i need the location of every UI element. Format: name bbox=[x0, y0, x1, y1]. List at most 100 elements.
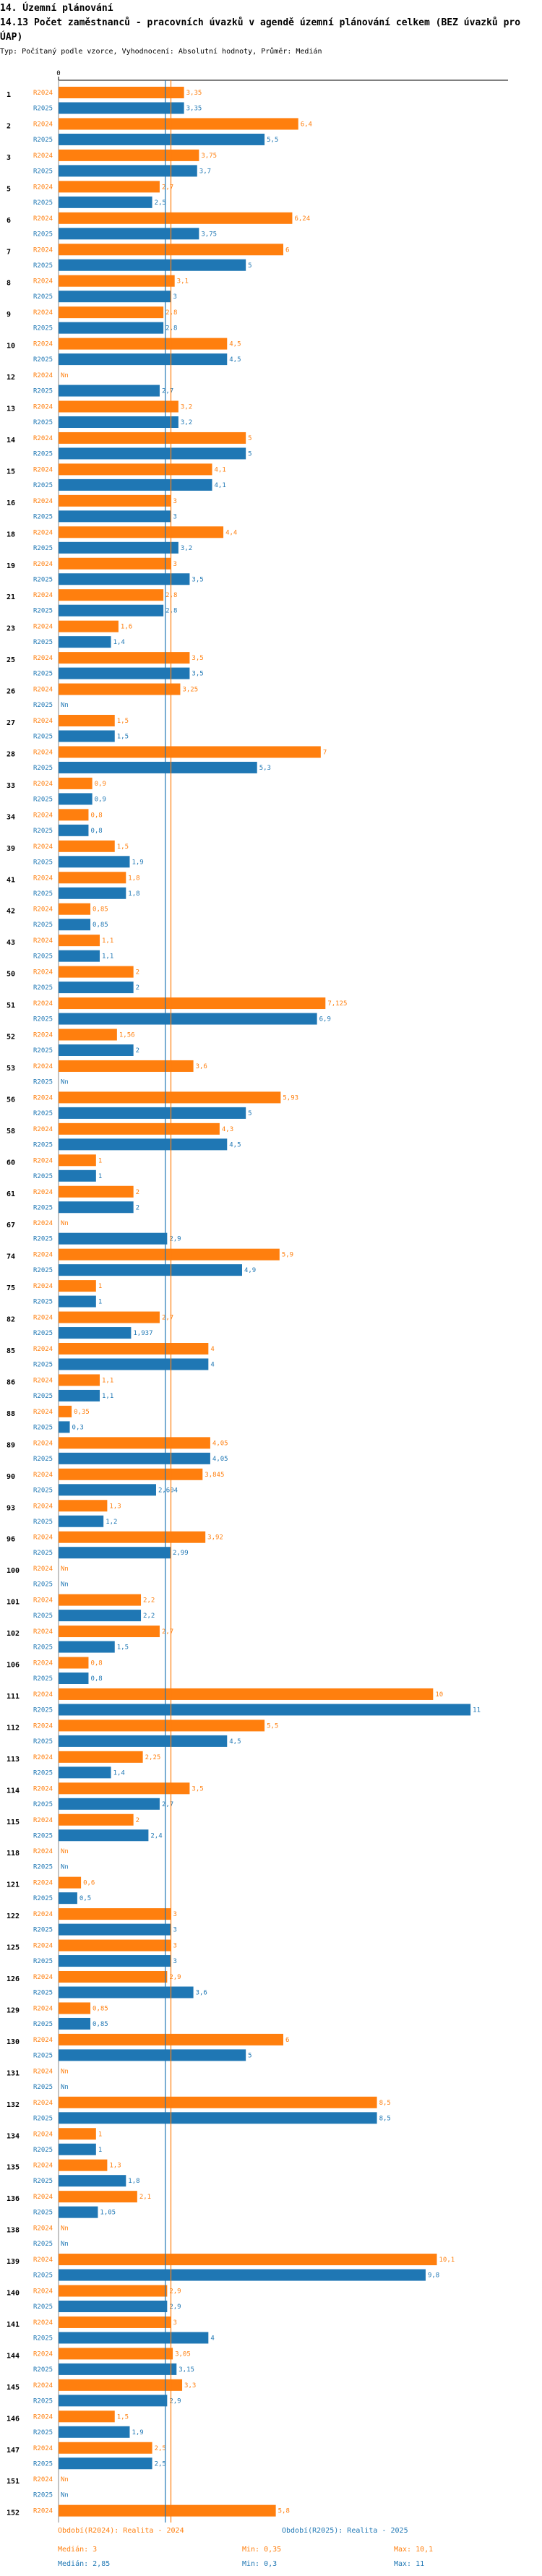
bar-r2025 bbox=[59, 2017, 91, 2030]
category-label: 122 bbox=[7, 1912, 20, 1920]
data-label-r2024: 3,05 bbox=[175, 2350, 191, 2358]
data-label-r2025: 4,5 bbox=[229, 1738, 241, 1746]
bar-r2025 bbox=[59, 447, 246, 460]
series-label-r2024: R2024 bbox=[33, 404, 53, 411]
data-label-r2024: 2,7 bbox=[162, 184, 173, 191]
data-label-r2024: 5 bbox=[248, 435, 251, 442]
bar-r2024 bbox=[59, 1782, 190, 1795]
series-label-r2025: R2025 bbox=[33, 168, 53, 175]
series-label-r2025: R2025 bbox=[33, 2366, 53, 2374]
category-label: 74 bbox=[7, 1253, 15, 1261]
bar-r2024 bbox=[59, 1939, 171, 1952]
data-label-r2025: 0,8 bbox=[90, 1675, 102, 1683]
data-label-r2025: 0,85 bbox=[93, 2021, 108, 2028]
data-label-r2024: 10,1 bbox=[439, 2257, 455, 2264]
series-label-r2025: R2025 bbox=[33, 576, 53, 583]
series-label-r2024: R2024 bbox=[33, 184, 53, 191]
bar-r2024 bbox=[59, 589, 164, 601]
data-label-r2025: 1,5 bbox=[117, 734, 129, 741]
series-label-r2024: R2024 bbox=[33, 1817, 53, 1824]
series-label-r2025: R2025 bbox=[33, 1581, 53, 1589]
bar-r2025 bbox=[59, 1641, 115, 1653]
bar-r2025 bbox=[59, 291, 171, 303]
bar-r2024 bbox=[59, 1500, 108, 1512]
series-label-r2024: R2024 bbox=[33, 812, 53, 819]
legend-period-2024: Období(R2024): Realita - 2024 bbox=[58, 2527, 184, 2535]
series-label-r2025: R2025 bbox=[33, 2304, 53, 2311]
category-label: 6 bbox=[7, 217, 11, 225]
series-label-r2024: R2024 bbox=[33, 2350, 53, 2358]
series-label-r2024: R2024 bbox=[33, 435, 53, 442]
series-label-r2025: R2025 bbox=[33, 2241, 53, 2248]
series-label-r2024: R2024 bbox=[33, 1094, 53, 1102]
series-label-r2025: R2025 bbox=[33, 2492, 53, 2499]
data-label-r2025: 5 bbox=[248, 450, 251, 458]
data-label-r2024: 5,5 bbox=[267, 1722, 278, 1730]
series-label-r2024: R2024 bbox=[33, 687, 53, 694]
bar-r2025 bbox=[59, 1295, 96, 1308]
bar-r2025 bbox=[59, 730, 115, 742]
bar-r2025 bbox=[59, 2363, 177, 2375]
series-label-r2025: R2025 bbox=[33, 639, 53, 646]
data-label-r2024: 6 bbox=[285, 246, 289, 254]
data-label-r2025: 2,9 bbox=[169, 2397, 181, 2405]
bar-r2025 bbox=[59, 2332, 209, 2344]
data-label-r2025: 1,1 bbox=[102, 1393, 113, 1400]
series-label-r2024: R2024 bbox=[33, 624, 53, 631]
category-label: 19 bbox=[7, 562, 15, 570]
category-label: 51 bbox=[7, 1002, 15, 1010]
data-label-r2025: 9,8 bbox=[428, 2272, 439, 2280]
category-label: 111 bbox=[7, 1693, 20, 1701]
category-label: 1 bbox=[7, 91, 11, 99]
series-label-r2025: R2025 bbox=[33, 482, 53, 489]
data-label-r2024: 3 bbox=[173, 1943, 177, 1950]
bar-r2024 bbox=[59, 935, 100, 947]
data-label-r2024: 4 bbox=[210, 1346, 214, 1353]
bar-r2025 bbox=[59, 385, 160, 397]
data-label-r2024: 3,75 bbox=[201, 153, 217, 160]
bar-r2025 bbox=[59, 259, 246, 271]
series-label-r2024: R2024 bbox=[33, 2382, 53, 2390]
category-label: 52 bbox=[7, 1034, 15, 1042]
data-label-r2025: 5 bbox=[248, 1110, 251, 1117]
series-label-r2025: R2025 bbox=[33, 137, 53, 144]
series-label-r2025: R2025 bbox=[33, 1141, 53, 1149]
category-label: 85 bbox=[7, 1347, 15, 1355]
bar-r2024 bbox=[59, 1060, 194, 1072]
bar-r2024 bbox=[59, 2254, 437, 2266]
series-label-r2025: R2025 bbox=[33, 450, 53, 458]
series-label-r2024: R2024 bbox=[33, 2100, 53, 2107]
series-label-r2025: R2025 bbox=[33, 922, 53, 929]
bar-r2025 bbox=[59, 2395, 168, 2407]
series-label-r2024: R2024 bbox=[33, 153, 53, 160]
data-label-r2025: 3,2 bbox=[181, 545, 192, 552]
category-label: 101 bbox=[7, 1599, 20, 1607]
data-label-r2025: 3,5 bbox=[192, 671, 203, 678]
series-label-r2024: R2024 bbox=[33, 1628, 53, 1636]
category-label: 15 bbox=[7, 468, 15, 476]
series-label-r2024: R2024 bbox=[33, 1252, 53, 1259]
data-label-r2025: 4,1 bbox=[215, 482, 226, 489]
series-label-r2025: R2025 bbox=[33, 1330, 53, 1337]
bar-r2025 bbox=[59, 1389, 100, 1401]
bar-r2025 bbox=[59, 1484, 156, 1496]
bar-r2025 bbox=[59, 1013, 317, 1025]
category-label: 90 bbox=[7, 1473, 15, 1481]
data-label-r2024: 8,5 bbox=[379, 2100, 391, 2107]
data-label-r2024: 2,5 bbox=[155, 2445, 166, 2452]
category-label: 21 bbox=[7, 593, 15, 601]
data-label-r2024: 3,6 bbox=[196, 1063, 207, 1070]
bar-r2025 bbox=[59, 133, 265, 145]
category-label: 9 bbox=[7, 311, 11, 319]
bar-r2025 bbox=[59, 478, 212, 491]
series-label-r2025: R2025 bbox=[33, 1706, 53, 1714]
bar-r2024 bbox=[59, 652, 190, 664]
data-label-r2024: 1 bbox=[98, 2131, 102, 2138]
series-label-r2024: R2024 bbox=[33, 1566, 53, 1573]
series-label-r2025: R2025 bbox=[33, 1990, 53, 1997]
data-label-r2025: Nn bbox=[61, 702, 69, 709]
data-label-r2024: 2,9 bbox=[169, 2288, 181, 2296]
series-label-r2025: R2025 bbox=[33, 1519, 53, 1526]
series-label-r2025: R2025 bbox=[33, 1204, 53, 1211]
series-label-r2024: R2024 bbox=[33, 1315, 53, 1322]
